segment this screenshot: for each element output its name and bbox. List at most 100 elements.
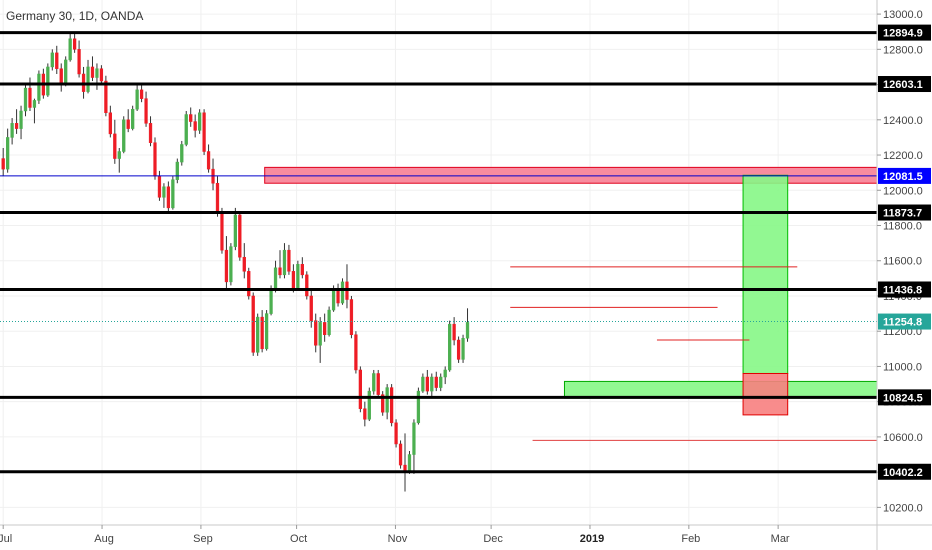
candle-body-down (300, 264, 304, 276)
candle-body-up (296, 264, 300, 290)
candle-body-up (175, 161, 179, 180)
level-label: 12603.1 (883, 79, 923, 91)
zones-layer (264, 166, 878, 416)
candle-body-down (354, 334, 358, 371)
candle-body-up (229, 246, 233, 283)
candle-body-down (251, 295, 255, 353)
candle-body-down (72, 38, 77, 50)
chart-title: Germany 30, 1D, OANDA (6, 9, 143, 23)
candle-body-down (202, 112, 206, 152)
candle-body-up (6, 137, 10, 170)
x-tick-label: Dec (483, 533, 503, 545)
candle-body-down (278, 267, 282, 276)
x-tick-label: Sep (193, 533, 213, 545)
levels-layer (0, 31, 877, 474)
x-tick-label: Jul (0, 533, 12, 545)
candle-body-down (90, 66, 95, 78)
candle-body-down (247, 271, 251, 297)
candle-body-up (184, 114, 188, 145)
x-tick-label: Feb (681, 533, 700, 545)
level-label: 11254.8 (883, 317, 922, 329)
candle-body-up (421, 376, 425, 392)
candle-body-up (412, 422, 416, 455)
candle-body-down (323, 322, 327, 335)
candle-body-up (46, 66, 50, 96)
candle-body-down (452, 323, 456, 341)
x-tick-label: Mar (771, 533, 790, 545)
level-label: 10824.5 (883, 392, 923, 404)
candle-body-up (10, 123, 14, 138)
candle-body-down (238, 214, 242, 258)
candle-body-up (269, 288, 273, 314)
trend-lines-layer (510, 266, 877, 441)
level-label-bg (878, 313, 931, 330)
candle-body-up (95, 68, 99, 78)
candle-body-down (305, 274, 309, 297)
candle-body-down (291, 271, 296, 290)
candle-body-down (394, 422, 398, 445)
candle-body-up (331, 288, 336, 311)
candle-body-down (260, 316, 264, 350)
candle-body-up (32, 100, 37, 108)
x-tick-label: Aug (94, 533, 114, 545)
candle-body-up (162, 186, 166, 198)
candle-body-down (349, 299, 354, 335)
candle-body-down (144, 98, 148, 124)
candle-body-down (1, 158, 5, 170)
candle-body-up (430, 376, 434, 392)
candle-body-up (50, 52, 54, 68)
candle-body-down (14, 123, 19, 129)
candle-body-down (381, 394, 385, 413)
candle-body-up (117, 151, 121, 159)
candle-body-up (19, 110, 23, 129)
candle-body-down (363, 408, 367, 420)
candle-body-down (314, 320, 318, 346)
y-tick-label: 12000.0 (883, 185, 923, 197)
candle-body-down (189, 114, 193, 122)
candle-body-up (273, 267, 278, 290)
candle-body-up (64, 59, 68, 85)
level-label-bg (878, 76, 931, 93)
x-tick-label: 2019 (580, 533, 604, 545)
time-axis[interactable]: Jul Aug Sep Oct Nov Dec 2019 Feb Mar (0, 525, 790, 545)
candle-body-down (59, 68, 63, 85)
candle-body-up (318, 322, 322, 346)
candle-body-down (104, 80, 108, 114)
zone-stop (742, 372, 789, 416)
candle-body-up (256, 316, 260, 353)
level-label-bg (878, 204, 931, 221)
level-label: 12894.9 (883, 28, 923, 40)
candle-body-up (68, 38, 72, 61)
x-tick-label: Nov (388, 533, 408, 545)
candle-body-up (198, 112, 202, 131)
candle-body-down (220, 211, 224, 251)
candle-body-up (264, 313, 269, 350)
candle-body-up (448, 323, 452, 371)
candle-body-down (336, 288, 340, 304)
candle-body-down (434, 376, 438, 388)
candle-body-up (282, 249, 287, 276)
candle-body-down (113, 133, 117, 159)
candle-body-down (287, 249, 291, 272)
level-label: 12081.5 (883, 171, 923, 183)
candle-body-down (153, 142, 157, 177)
candle-body-up (439, 376, 443, 388)
candle-body-up (171, 179, 175, 209)
candle-body-down (206, 151, 211, 170)
candles-layer (1, 31, 470, 492)
plot-background (0, 0, 877, 525)
candle-body-down (425, 376, 429, 392)
candle-body-up (340, 281, 345, 304)
y-tick-label: 10600.0 (883, 432, 923, 444)
candle-body-down (193, 121, 197, 131)
candle-body-up (461, 338, 465, 360)
candle-body-up (443, 369, 447, 378)
candle-body-down (215, 182, 220, 212)
y-tick-label: 11600.0 (883, 256, 922, 268)
candle-body-up (122, 119, 126, 152)
x-tick-label: Oct (290, 533, 307, 545)
level-label: 11873.7 (883, 208, 922, 220)
candle-body-down (376, 373, 380, 395)
candle-body-up (372, 373, 376, 392)
